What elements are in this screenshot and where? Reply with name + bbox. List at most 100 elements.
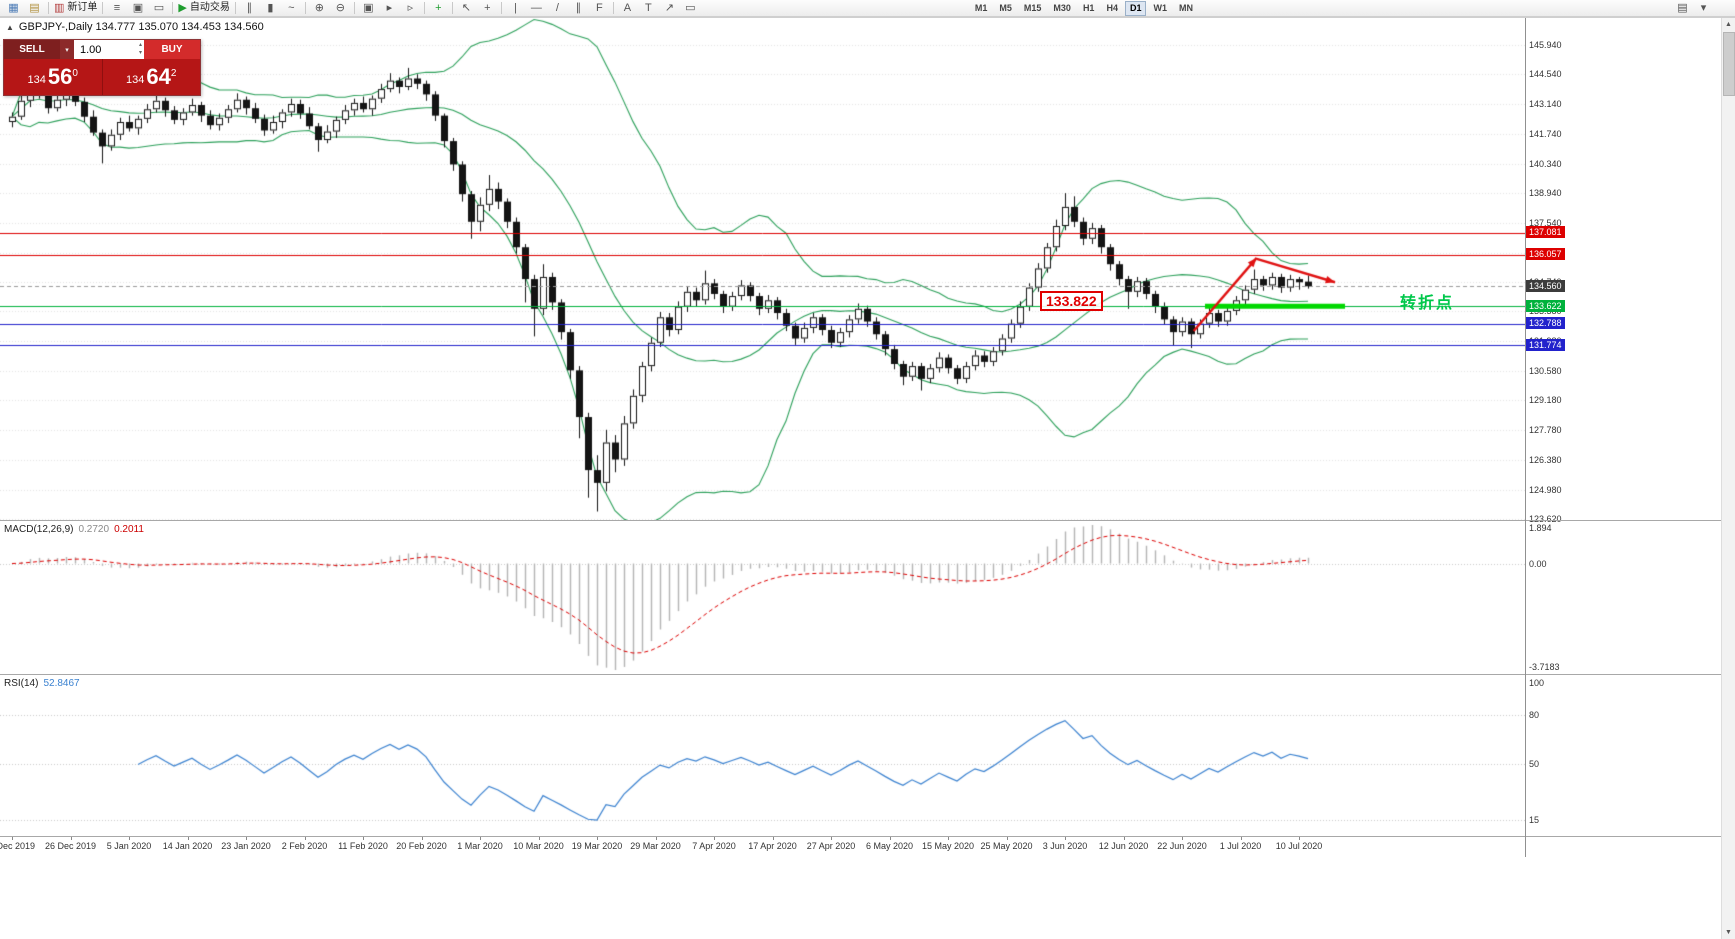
date-axis-label: 10 Mar 2020 [513,841,564,851]
volume-stepper[interactable]: ▴ ▾ [138,42,142,56]
indicators-icon: + [435,2,442,14]
shapes-icon: ▭ [685,2,696,14]
date-axis-tick [538,837,540,840]
autotrade-button[interactable]: ▶ 自动交易 [176,1,231,16]
new-order-button: ▥ [54,2,65,14]
auto-scroll-icon[interactable]: ▸ [379,1,400,16]
arrow-object-icon: ↗ [664,2,674,14]
date-axis-tick [70,837,72,840]
price-axis-label: 140.340 [1529,158,1562,169]
toolbar-separator [234,2,236,14]
buy-button[interactable]: BUY [144,40,200,59]
new-order-button[interactable]: ▥ 新订单 [52,1,99,16]
zoom-out-icon[interactable]: ⊖ [330,1,351,16]
macd-panel-divider[interactable] [0,520,1735,521]
timeframe-d1-button[interactable]: D1 [1124,0,1147,16]
price-level-tag: 132.788 [1526,317,1565,330]
date-axis-tick [714,837,715,840]
main-chart-canvas[interactable] [0,18,1525,520]
chart-list-icon[interactable]: ▤ [1672,1,1693,16]
date-axis-label: 7 Apr 2020 [692,841,736,851]
date-axis-label: 7 Dec 2019 [0,841,36,851]
label-icon[interactable]: T [638,1,659,16]
date-axis-label: 19 Mar 2020 [571,841,623,851]
terminal-icon[interactable]: ▭ [148,1,169,16]
line-chart-type-icon: ~ [288,2,295,14]
scrollbar-thumb[interactable] [1723,32,1735,96]
horizontal-line-icon: — [530,2,542,14]
date-axis-tick [1123,837,1125,840]
timeframe-h4-button[interactable]: H4 [1106,2,1118,13]
date-axis-tick [889,837,891,840]
new-chart-icon: ▦ [8,2,19,14]
price-note-annotation: 133.822 [1040,290,1103,311]
timeframe-m1-button[interactable]: M1 [974,2,988,13]
toolbar-separator [612,2,614,14]
crosshair-icon[interactable]: + [477,1,498,16]
scroll-up-icon[interactable]: ▲ [1725,21,1732,28]
rsi-panel-canvas[interactable] [0,675,1525,836]
sell-button[interactable]: SELL [4,40,60,59]
fibonacci-icon[interactable]: F [589,1,610,16]
macd-axis-label: -3.7183 [1529,662,1560,672]
new-order-button-label: 新订单 [67,2,98,13]
chart-shift-icon[interactable]: ▹ [400,1,421,16]
price-axis-label: 124.980 [1529,484,1562,495]
tile-windows-icon[interactable]: ▣ [358,1,379,16]
date-axis-label: 15 May 2020 [921,841,975,851]
shapes-icon[interactable]: ▭ [680,1,701,16]
cursor-icon[interactable]: ↖ [456,1,477,16]
zoom-in-icon[interactable]: ⊕ [309,1,330,16]
date-axis-label: 14 Jan 2020 [162,841,213,851]
one-click-collapse-icon[interactable]: ▲ [6,22,14,32]
volume-input[interactable] [74,42,126,57]
data-window-icon[interactable]: ▣ [127,1,148,16]
scroll-down-icon[interactable]: ▼ [1725,929,1732,936]
channel-icon[interactable]: ∥ [568,1,589,16]
vertical-line-icon[interactable]: | [505,1,526,16]
autotrade-button: ▶ [178,2,187,14]
candle-chart-type-icon[interactable]: ▮ [260,1,281,16]
horizontal-line-icon[interactable]: — [526,1,547,16]
timeframe-mn-button[interactable]: MN [1178,2,1193,13]
macd-panel-canvas[interactable] [0,521,1525,674]
candle-chart-type-icon: ▮ [267,2,274,14]
price-axis-label: 145.940 [1529,39,1562,50]
profiles-icon: ▤ [29,2,40,14]
buy-price[interactable]: 134 64 2 [126,64,177,89]
profiles-icon[interactable]: ▤ [24,1,45,16]
date-axis-label: 12 Jun 2020 [1098,841,1149,851]
timeframe-m30-button[interactable]: M30 [1053,2,1071,13]
new-chart-icon[interactable]: ▦ [3,1,24,16]
date-axis-tick [304,837,306,840]
date-axis-label: 23 Jan 2020 [221,841,271,851]
date-axis-label: 22 Jun 2020 [1157,841,1207,851]
timeframe-w1-button[interactable]: W1 [1153,2,1167,13]
arrow-object-icon[interactable]: ↗ [659,1,680,16]
chart-list-icon: ▤ [1677,2,1688,14]
timeframe-h1-button[interactable]: H1 [1082,2,1095,13]
date-axis-label: 20 Feb 2020 [396,841,447,851]
date-axis-tick [1240,837,1242,840]
indicators-icon[interactable]: + [428,1,449,16]
bar-chart-type-icon[interactable]: ∥ [239,1,260,16]
date-axis-label: 27 Apr 2020 [806,841,856,851]
more-tools-icon[interactable]: ▾ [1693,1,1714,16]
date-axis-tick [363,837,364,840]
line-chart-type-icon[interactable]: ~ [281,1,302,16]
volume-dropdown[interactable]: ▾ [60,40,74,59]
timeframe-m15-button[interactable]: M15 [1023,2,1042,13]
trendline-icon[interactable]: / [547,1,568,16]
market-watch-icon[interactable]: ≡ [106,1,127,16]
rsi-panel-divider[interactable] [0,674,1735,675]
price-axis-label: 130.580 [1529,365,1562,376]
price-axis-label: 141.740 [1529,128,1562,139]
timeframe-m5-button[interactable]: M5 [999,2,1012,13]
trendline-icon: / [555,2,559,14]
price-axis-label: 143.140 [1529,99,1562,110]
vertical-scrollbar[interactable]: ▲ ▼ [1721,18,1735,939]
sell-price[interactable]: 134 56 0 [4,59,103,95]
text-icon[interactable]: A [617,1,638,16]
more-tools-icon: ▾ [1700,2,1707,14]
